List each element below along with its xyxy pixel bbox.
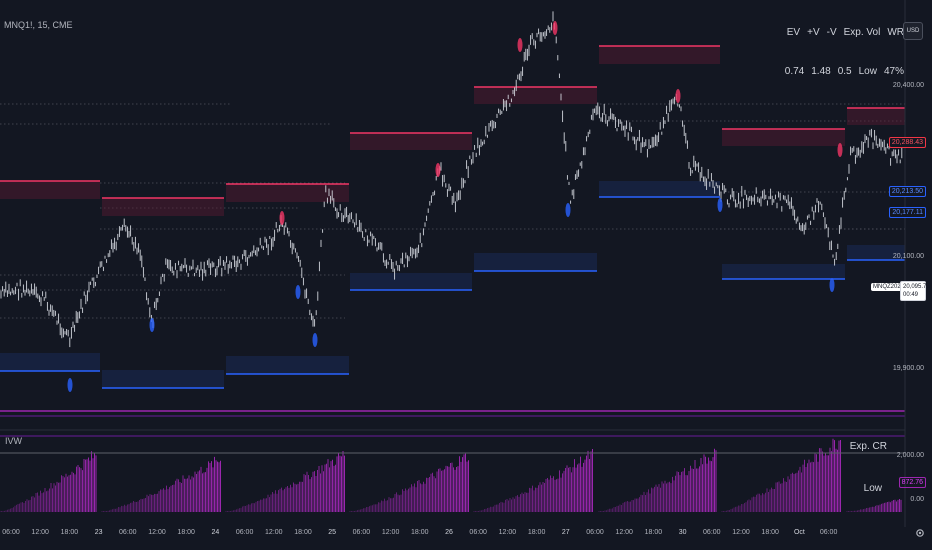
time-tick: 18:00 — [527, 529, 546, 536]
time-tick: 12:00 — [732, 529, 750, 536]
resistance-zone — [0, 181, 100, 199]
time-tick: 18:00 — [177, 529, 195, 536]
high-marker — [837, 143, 843, 157]
indicator-value-badge: 872.76 — [898, 477, 926, 488]
current-price-badge: 20,095.75 00:49 — [900, 281, 930, 301]
stat-value-ev: 0.74 — [784, 66, 805, 77]
time-tick: 23 — [94, 529, 103, 536]
price-tick-3: 19,900.00 — [892, 365, 924, 372]
resistance-zone — [722, 129, 845, 146]
time-tick: 26 — [445, 529, 453, 536]
low-marker — [149, 318, 155, 332]
resistance-zone — [350, 133, 472, 150]
time-tick: 18:00 — [761, 529, 779, 536]
indicator-tick-2: 0.00 — [910, 496, 924, 503]
grid-lines — [0, 103, 905, 319]
support-zone — [722, 264, 845, 279]
time-tick: 06:00 — [586, 529, 604, 536]
symbol-title[interactable]: MNQ1!, 15, CME — [4, 20, 73, 30]
indicator-title[interactable]: IVW — [5, 436, 22, 446]
resistance-zone — [474, 87, 597, 104]
time-tick: 18:00 — [60, 529, 79, 536]
low-marker — [312, 333, 318, 347]
stat-value-minus-v: 0.5 — [837, 66, 852, 77]
indicator-low-label: Low — [863, 483, 882, 494]
price-tick-2: 20,100.00 — [892, 253, 924, 260]
stat-header-ev: EV — [786, 27, 801, 38]
stat-header-minus-v: -V — [826, 27, 837, 38]
low-marker — [565, 203, 571, 217]
low-marker — [67, 378, 73, 392]
gear-icon[interactable] — [914, 527, 926, 539]
stats-header-row: EV +V -V Exp. Vol WR — [787, 27, 904, 38]
time-tick: 12:00 — [265, 529, 283, 536]
stat-header-plus-v: +V — [807, 27, 820, 38]
resistance-zone — [599, 46, 720, 64]
support-zone — [847, 245, 905, 260]
high-marker — [435, 163, 441, 177]
time-tick: 06:00 — [819, 529, 838, 536]
support-zone — [350, 273, 472, 290]
time-tick: 18:00 — [644, 529, 663, 536]
high-marker — [675, 89, 681, 103]
time-axis[interactable]: 06:00 12:00 18:00 23 06:00 12:00 18:00 24 06:00 1… — [0, 527, 900, 543]
time-tick: 12:00 — [148, 529, 166, 536]
stat-header-exp-vol: Exp. Vol — [843, 27, 881, 38]
price-tick-1: 20,400.00 — [892, 82, 924, 89]
time-tick: 06:00 — [119, 529, 137, 536]
stats-value-row: 0.74 1.48 0.5 Low 47% — [785, 66, 904, 77]
indicator-exp-label: Exp. CR — [849, 441, 887, 452]
time-tick: Oct — [793, 529, 805, 536]
support-zone — [226, 356, 349, 374]
time-tick: 12:00 — [615, 529, 633, 536]
support-zone — [0, 353, 100, 371]
support-zone — [599, 181, 720, 197]
support-price-badge-2: 20,177.11 — [889, 207, 926, 218]
resistance-price-badge: 20,288.43 — [888, 137, 926, 148]
current-price-value: 20,095.75 — [903, 284, 930, 290]
time-tick: 18:00 — [294, 529, 312, 536]
stat-value-exp-vol: Low — [858, 66, 877, 77]
time-tick: 06:00 — [2, 529, 20, 536]
bar-countdown: 00:49 — [903, 292, 919, 298]
currency-button[interactable]: USD — [903, 22, 923, 40]
low-marker — [717, 198, 723, 212]
high-marker — [552, 21, 558, 35]
time-tick: 12:00 — [31, 529, 49, 536]
candles — [0, 11, 903, 392]
time-tick: 06:00 — [703, 529, 721, 536]
stat-value-plus-v: 1.48 — [811, 66, 831, 77]
stat-value-wr: 47% — [883, 66, 904, 77]
contract-tag: MNQZ2024 — [870, 283, 906, 291]
time-tick: 06:00 — [352, 529, 371, 536]
support-zone — [102, 370, 224, 388]
stat-header-wr: WR — [887, 27, 904, 38]
low-marker — [829, 278, 835, 292]
time-tick: 27 — [561, 529, 570, 536]
low-marker — [295, 285, 301, 299]
indicator-tick-1: 2,000.00 — [896, 452, 924, 459]
high-marker — [279, 211, 285, 225]
time-tick: 25 — [328, 529, 337, 536]
time-tick: 06:00 — [235, 529, 254, 536]
time-tick: 30 — [678, 529, 687, 536]
resistance-zone — [102, 198, 224, 216]
session-zones — [0, 45, 905, 389]
support-price-badge-1: 20,213.50 — [888, 186, 926, 197]
indicator-bars — [0, 438, 902, 512]
time-tick: 12:00 — [381, 529, 400, 536]
resistance-zone — [847, 108, 905, 125]
resistance-zone — [226, 184, 349, 202]
support-zone — [474, 253, 597, 271]
high-marker — [517, 38, 523, 52]
time-tick: 06:00 — [469, 529, 487, 536]
time-tick: 12:00 — [498, 529, 517, 536]
time-tick: 18:00 — [411, 529, 429, 536]
time-tick: 24 — [211, 529, 220, 536]
